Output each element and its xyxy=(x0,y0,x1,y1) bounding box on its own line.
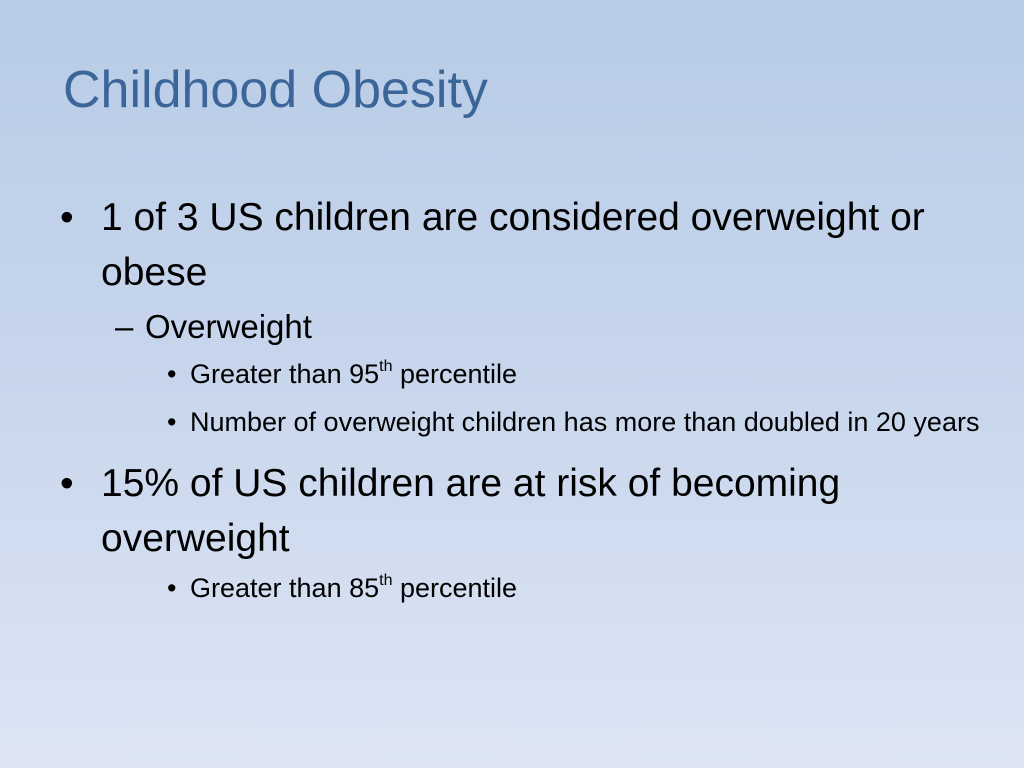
slide-content: • 1 of 3 US children are considered over… xyxy=(60,190,980,616)
bullet-icon: • xyxy=(60,196,74,239)
bullet-point: • 15% of US children are at risk of beco… xyxy=(60,456,980,566)
slide-title: Childhood Obesity xyxy=(63,61,488,119)
sub-sub-bullet-point: • Greater than 85th percentile xyxy=(60,568,980,608)
sub-bullet-point: – Overweight xyxy=(60,304,980,350)
bullet-text-prefix: Greater than 85 xyxy=(190,573,380,603)
dash-icon: – xyxy=(115,308,134,345)
bullet-icon: • xyxy=(60,462,74,505)
bullet-text-prefix: Greater than 95 xyxy=(190,359,380,389)
bullet-point: • 1 of 3 US children are considered over… xyxy=(60,190,980,300)
ordinal-suffix: th xyxy=(379,572,393,589)
bullet-icon: • xyxy=(167,359,177,389)
sub-sub-bullet-point: • Greater than 95th percentile xyxy=(60,354,980,394)
bullet-text-suffix: percentile xyxy=(392,359,518,389)
sub-sub-bullet-point: • Number of overweight children has more… xyxy=(60,402,980,442)
ordinal-suffix: th xyxy=(379,358,393,375)
bullet-text: 1 of 3 US children are considered overwe… xyxy=(101,196,925,294)
bullet-text-suffix: percentile xyxy=(392,573,518,603)
sub-bullet-text: Overweight xyxy=(145,308,312,345)
bullet-icon: • xyxy=(167,573,177,603)
bullet-text: Number of overweight children has more t… xyxy=(190,407,980,437)
bullet-icon: • xyxy=(167,407,177,437)
bullet-text: 15% of US children are at risk of becomi… xyxy=(101,462,841,560)
